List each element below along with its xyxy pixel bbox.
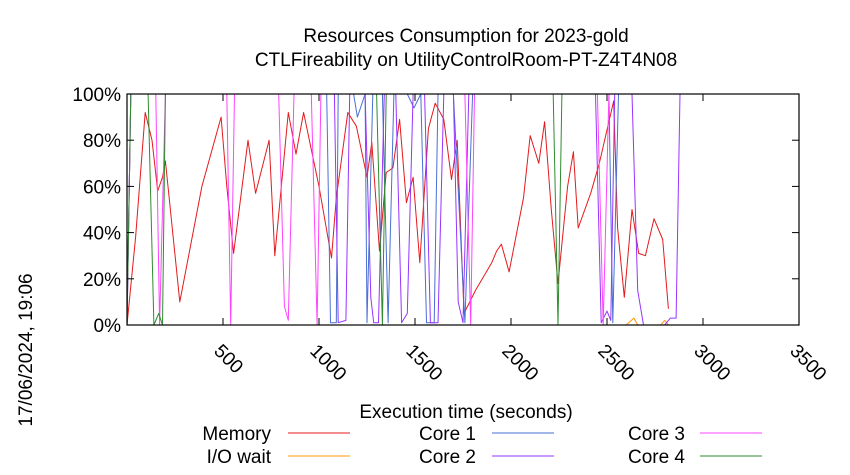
y-tick-label: 0% (94, 316, 122, 337)
series-line-memory (126, 100, 669, 326)
y-tick-label: 60% (83, 177, 121, 198)
y-tick-label: 100% (72, 85, 121, 106)
y-axis: 0% 20% 40% 60% 80% 100% (72, 85, 799, 337)
legend-label: Memory (202, 424, 271, 445)
y-tick-label: 20% (83, 270, 121, 291)
x-tick-label: 3000 (689, 341, 734, 386)
chart-subtitle: CTLFireability on UtilityControlRoom-PT-… (255, 50, 677, 71)
x-axis-label: Execution time (seconds) (359, 402, 572, 423)
x-tick-label: 3500 (785, 341, 830, 386)
legend-label: Core 1 (419, 424, 476, 445)
legend-label: Core 2 (419, 447, 476, 468)
x-axis: 500 1000 1500 2000 2500 3000 3500 (209, 94, 830, 385)
series-layer (126, 93, 799, 326)
x-tick-label: 2500 (593, 341, 638, 386)
legend-label: Core 4 (628, 447, 685, 468)
legend-label: I/O wait (207, 447, 272, 468)
x-tick-label: 500 (209, 341, 246, 378)
legend-label: Core 3 (628, 424, 685, 445)
plot-border (126, 93, 800, 326)
chart-title: Resources Consumption for 2023-gold (303, 26, 628, 47)
y-tick-label: 80% (83, 131, 121, 152)
series-line-core-1 (126, 93, 799, 326)
y-tick-label: 40% (83, 224, 121, 245)
x-tick-label: 1500 (401, 341, 446, 386)
x-tick-label: 2000 (497, 341, 542, 386)
timestamp: 17/06/2024, 19:06 (16, 273, 37, 426)
x-tick-label: 1000 (305, 341, 350, 386)
